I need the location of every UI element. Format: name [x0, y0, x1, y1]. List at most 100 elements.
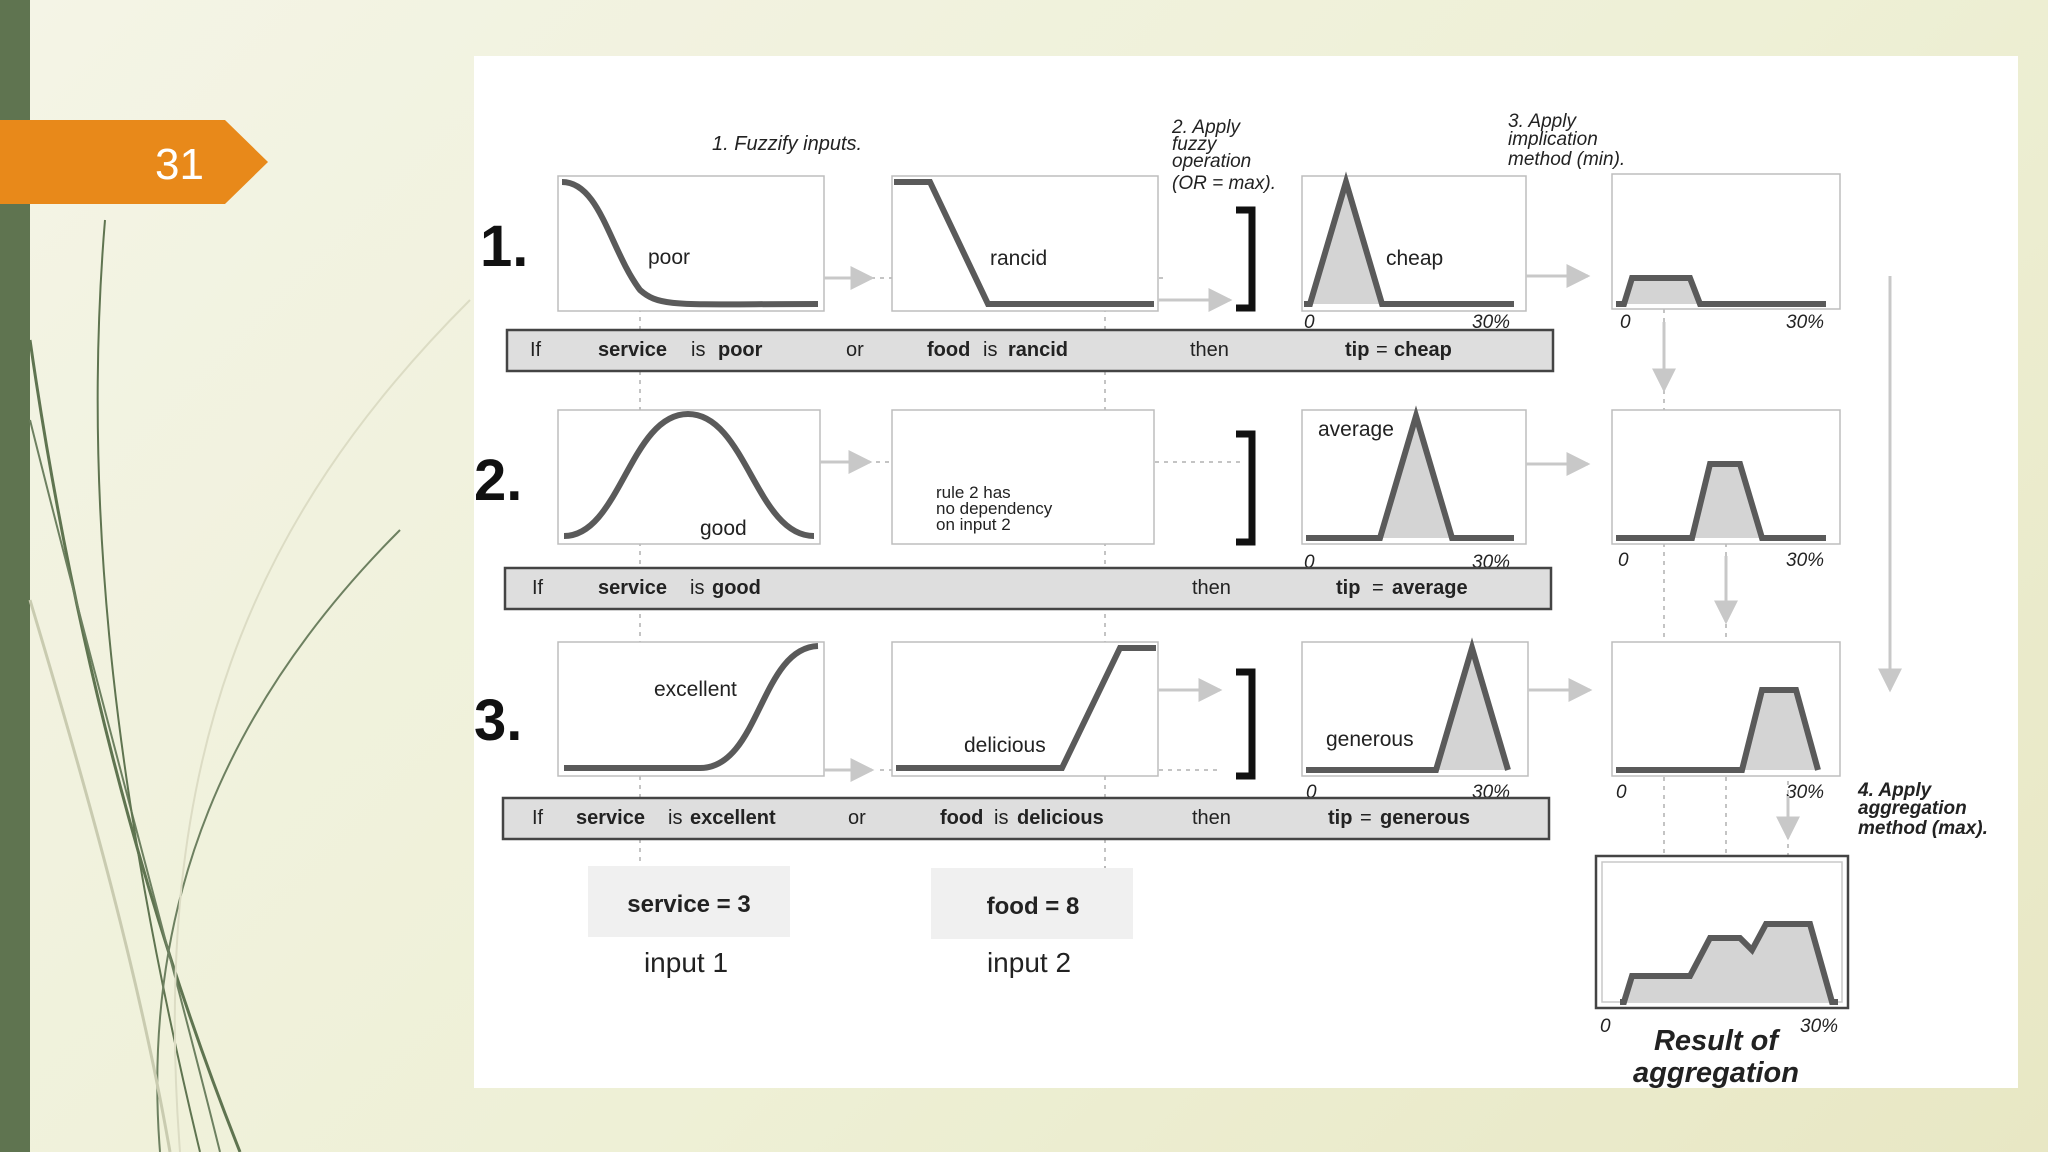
output-curve-cheap — [1304, 171, 1514, 307]
output-label-average: average — [1318, 418, 1394, 441]
rule1-value2: rancid — [1008, 339, 1068, 361]
or-bracket-2 — [1236, 430, 1256, 546]
rule-2-bar — [503, 566, 1553, 611]
rule1-eq: = — [1376, 339, 1388, 361]
rule3-input2: food — [940, 807, 983, 829]
fuzzy-inference-diagram: 1. Fuzzify inputs. 2. Apply fuzzy operat… — [474, 111, 1988, 1089]
output-curve-average — [1306, 405, 1514, 541]
row-3: excellent delicious generous 0 30% 0 30%… — [501, 637, 1841, 841]
axis-max-1: 30% — [1472, 312, 1510, 333]
output-curve-generous — [1306, 637, 1511, 773]
step3-line3: method (min). — [1508, 149, 1625, 170]
rule-number-1: 1. — [480, 214, 528, 279]
axis-zero-2: 0 — [1304, 552, 1315, 573]
mf-curve-rancid — [894, 179, 1154, 307]
no-dependency-line2: no dependency — [936, 499, 1053, 518]
no-dependency-line1: rule 2 has — [936, 483, 1011, 502]
or-bracket-1 — [1236, 206, 1256, 312]
step2-line4: (OR = max). — [1172, 173, 1276, 194]
rule2-if: If — [532, 577, 544, 599]
mf-label-delicious: delicious — [964, 734, 1046, 757]
slide-number-badge — [0, 120, 268, 204]
rule2-eq: = — [1372, 577, 1384, 599]
rule2-value1: good — [712, 577, 761, 599]
rule3-value-out: generous — [1380, 807, 1470, 829]
step1-label: 1. Fuzzify inputs. — [712, 133, 862, 155]
mf-box-empty — [891, 409, 1155, 545]
input2-value-box — [931, 868, 1133, 939]
step2-line3: operation — [1172, 151, 1251, 172]
impl-max-2: 30% — [1786, 550, 1824, 571]
input2-value: food = 8 — [987, 893, 1080, 920]
impl-max-3: 30% — [1786, 782, 1824, 803]
no-dependency-line3: on input 2 — [936, 515, 1011, 534]
rule3-eq: = — [1360, 807, 1372, 829]
mf-box-rancid — [891, 175, 1159, 312]
impl-zero-2: 0 — [1618, 550, 1629, 571]
output-label-generous: generous — [1326, 728, 1414, 751]
mf-label-rancid: rancid — [990, 247, 1047, 270]
implication-curve-1 — [1616, 275, 1826, 307]
or-bracket-3 — [1236, 668, 1256, 780]
rule2-value-out: average — [1392, 577, 1468, 599]
impl-zero-3: 0 — [1616, 782, 1627, 803]
result-line1: Result of — [1654, 1025, 1781, 1057]
rule1-input2: food — [927, 339, 970, 361]
rule1-input1: service — [598, 339, 667, 361]
impl-max-1: 30% — [1786, 312, 1824, 333]
row-2: good rule 2 has no dependency on input 2… — [503, 405, 1841, 611]
rule-number-2: 2. — [474, 448, 522, 513]
input1-value-box — [588, 866, 790, 937]
rule1-value-out: cheap — [1394, 339, 1452, 361]
agg-zero: 0 — [1600, 1016, 1611, 1037]
input1-label: input 1 — [644, 947, 728, 978]
rule3-value2: delicious — [1017, 807, 1104, 829]
result-line2: aggregation — [1633, 1057, 1799, 1088]
rule3-op: or — [848, 807, 866, 829]
rule3-value1: excellent — [690, 807, 776, 829]
aggregation-curve — [1620, 921, 1838, 1005]
mf-curve-good — [563, 410, 815, 539]
step2-line1: 2. Apply — [1171, 117, 1241, 138]
axis-zero-1: 0 — [1304, 312, 1315, 333]
rule3-output: tip — [1328, 807, 1352, 829]
rule2-is1: is — [690, 577, 704, 599]
mf-label-poor: poor — [648, 246, 690, 269]
rule1-then: then — [1190, 339, 1229, 361]
step4-line1: 4. Apply — [1857, 780, 1933, 801]
mf-box-poor — [557, 175, 825, 312]
step3-line2: implication — [1508, 129, 1598, 150]
mf-curve-poor — [561, 179, 819, 308]
implication-curve-3 — [1616, 687, 1821, 773]
mf-curve-excellent — [564, 643, 819, 771]
mf-curve-delicious — [896, 645, 1156, 771]
rule2-input1: service — [598, 577, 667, 599]
mf-label-excellent: excellent — [654, 678, 737, 701]
rule3-is2: is — [994, 807, 1008, 829]
axis-zero-3: 0 — [1306, 782, 1317, 803]
input2-label: input 2 — [987, 947, 1071, 978]
rule3-is1: is — [668, 807, 682, 829]
output-label-cheap: cheap — [1386, 247, 1443, 270]
rule1-output: tip — [1345, 339, 1369, 361]
rule-number-3: 3. — [474, 688, 522, 753]
mf-box-excellent — [557, 641, 825, 777]
step4-line3: method (max). — [1858, 818, 1988, 839]
rule2-then: then — [1192, 577, 1231, 599]
row-1: poor rancid cheap 0 30% 0 30% If service… — [505, 171, 1841, 373]
mf-label-good: good — [700, 517, 747, 540]
rule-1-bar — [505, 328, 1555, 373]
rule3-input1: service — [576, 807, 645, 829]
rule1-value1: poor — [718, 339, 763, 361]
rule1-op: or — [846, 339, 864, 361]
rule3-if: If — [532, 807, 544, 829]
input1-value: service = 3 — [627, 891, 750, 918]
step3-line1: 3. Apply — [1508, 111, 1577, 132]
impl-zero-1: 0 — [1620, 312, 1631, 333]
rule1-if: If — [530, 339, 542, 361]
rule1-is2: is — [983, 339, 997, 361]
rule1-is1: is — [691, 339, 705, 361]
rule-3-bar — [501, 796, 1551, 841]
diagram-panel: 1. Fuzzify inputs. 2. Apply fuzzy operat… — [474, 56, 2018, 1089]
mf-box-good — [557, 409, 821, 545]
